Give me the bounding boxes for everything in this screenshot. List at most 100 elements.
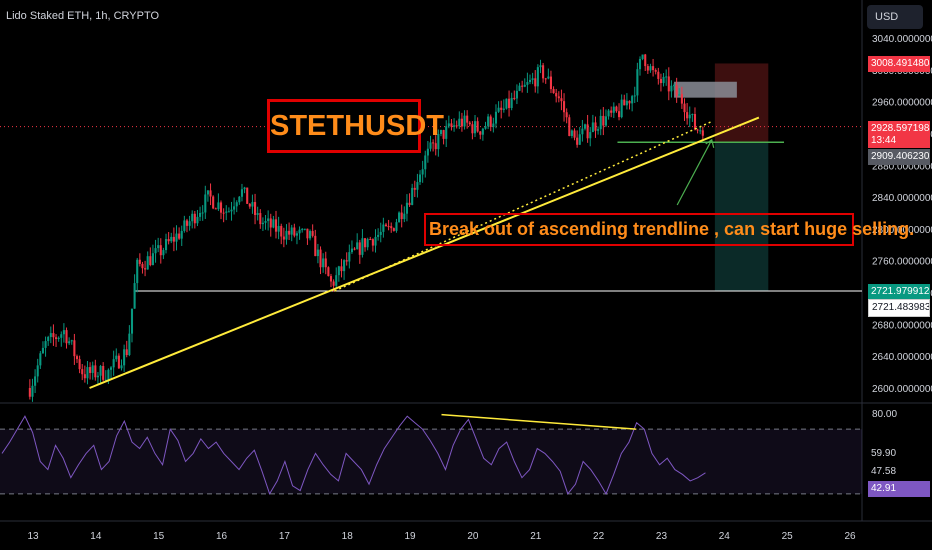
price-tick-label: 2840.00000000 xyxy=(872,193,932,204)
candle-body xyxy=(602,115,605,126)
rsi-divergence-line xyxy=(441,413,637,430)
candle-body xyxy=(130,308,134,334)
candle-body xyxy=(568,117,571,136)
candle-body xyxy=(416,182,419,190)
candle-body xyxy=(636,69,639,96)
ticker-annotation: STETHUSDT xyxy=(267,99,444,153)
candle-body xyxy=(544,78,547,80)
price-tick-label: 2640.00000000 xyxy=(872,352,932,363)
candle-body xyxy=(259,213,262,225)
candle-body xyxy=(625,100,628,106)
candle-body xyxy=(426,148,429,156)
price-tick-label: 2960.00000000 xyxy=(872,98,932,109)
candle-body xyxy=(594,122,597,131)
candle-body xyxy=(358,242,361,255)
candle-body xyxy=(534,78,537,87)
candle-body xyxy=(450,123,453,127)
candle-body xyxy=(586,124,589,139)
candle-body xyxy=(667,76,670,92)
candle-body xyxy=(374,236,377,246)
candle-body xyxy=(136,259,139,284)
candle-body xyxy=(607,110,610,117)
candle-body xyxy=(437,133,440,150)
candle-body xyxy=(188,221,191,226)
candle-body xyxy=(662,76,665,84)
candle-body xyxy=(214,208,217,210)
candle-body xyxy=(633,95,636,97)
candle-body xyxy=(610,110,613,113)
candle-body xyxy=(508,98,511,108)
candle-body xyxy=(133,283,136,309)
candle-body xyxy=(505,98,508,109)
candle-body xyxy=(89,367,92,373)
candle-body xyxy=(225,211,228,213)
candle-body xyxy=(350,248,353,253)
candle-body xyxy=(599,115,602,130)
candle-body xyxy=(526,82,529,85)
candle-body xyxy=(264,221,267,223)
candle-body xyxy=(628,100,631,104)
candle-body xyxy=(280,225,283,237)
time-tick-label: 26 xyxy=(844,531,856,542)
candle-body xyxy=(290,227,293,235)
candle-body xyxy=(217,202,220,210)
candle-body xyxy=(604,116,607,126)
candle-body xyxy=(196,216,199,224)
candle-body xyxy=(235,202,238,207)
candle-body xyxy=(246,187,249,204)
candle-body xyxy=(696,129,699,131)
candle-body xyxy=(36,365,39,377)
candle-body xyxy=(322,258,325,268)
candle-body xyxy=(518,85,521,91)
candle-body xyxy=(240,189,244,197)
candle-body xyxy=(31,385,34,397)
candle-body xyxy=(442,130,445,139)
candle-body xyxy=(424,155,427,170)
time-tick-label: 16 xyxy=(216,531,228,542)
time-tick-label: 14 xyxy=(90,531,102,542)
candle-body xyxy=(54,337,58,339)
candle-body xyxy=(473,121,477,134)
candle-body xyxy=(324,258,327,268)
candle-body xyxy=(638,58,642,70)
candle-body xyxy=(670,85,673,92)
candle-body xyxy=(549,76,553,90)
candle-body xyxy=(319,249,322,268)
candle-body xyxy=(343,260,346,272)
candle-body xyxy=(348,252,351,262)
candle-body xyxy=(298,229,301,234)
candle-body xyxy=(678,94,681,96)
candle-body xyxy=(576,137,579,145)
candle-body xyxy=(94,365,97,378)
candle-body xyxy=(62,330,65,335)
candle-body xyxy=(353,248,356,250)
target-price-tag: 3008.49148081 xyxy=(868,56,930,72)
candle-body xyxy=(494,111,498,124)
candle-body xyxy=(157,245,160,249)
candle-body xyxy=(363,238,367,248)
candle-body xyxy=(337,266,340,276)
current-price-tag: 2928.59719880 13:44 xyxy=(868,121,930,148)
candle-body xyxy=(128,333,131,356)
candle-body xyxy=(269,218,272,228)
candle-body xyxy=(455,125,458,127)
price-tick-label: 2880.00000000 xyxy=(872,161,932,172)
candle-body xyxy=(274,219,278,232)
countdown-value: 13:44 xyxy=(871,135,897,146)
candle-body xyxy=(411,187,414,205)
candle-body xyxy=(557,96,560,99)
candle-body xyxy=(377,234,380,237)
candle-body xyxy=(65,330,68,344)
candle-body xyxy=(398,212,401,223)
candle-body xyxy=(146,256,149,270)
candle-body xyxy=(172,236,175,242)
currency-select[interactable]: USD xyxy=(867,5,923,29)
candle-body xyxy=(57,337,60,339)
candle-body xyxy=(335,275,338,286)
candle-body xyxy=(471,124,474,134)
candle-body xyxy=(170,236,173,242)
candle-body xyxy=(178,233,181,239)
candle-body xyxy=(73,340,76,357)
candle-body xyxy=(238,196,241,203)
